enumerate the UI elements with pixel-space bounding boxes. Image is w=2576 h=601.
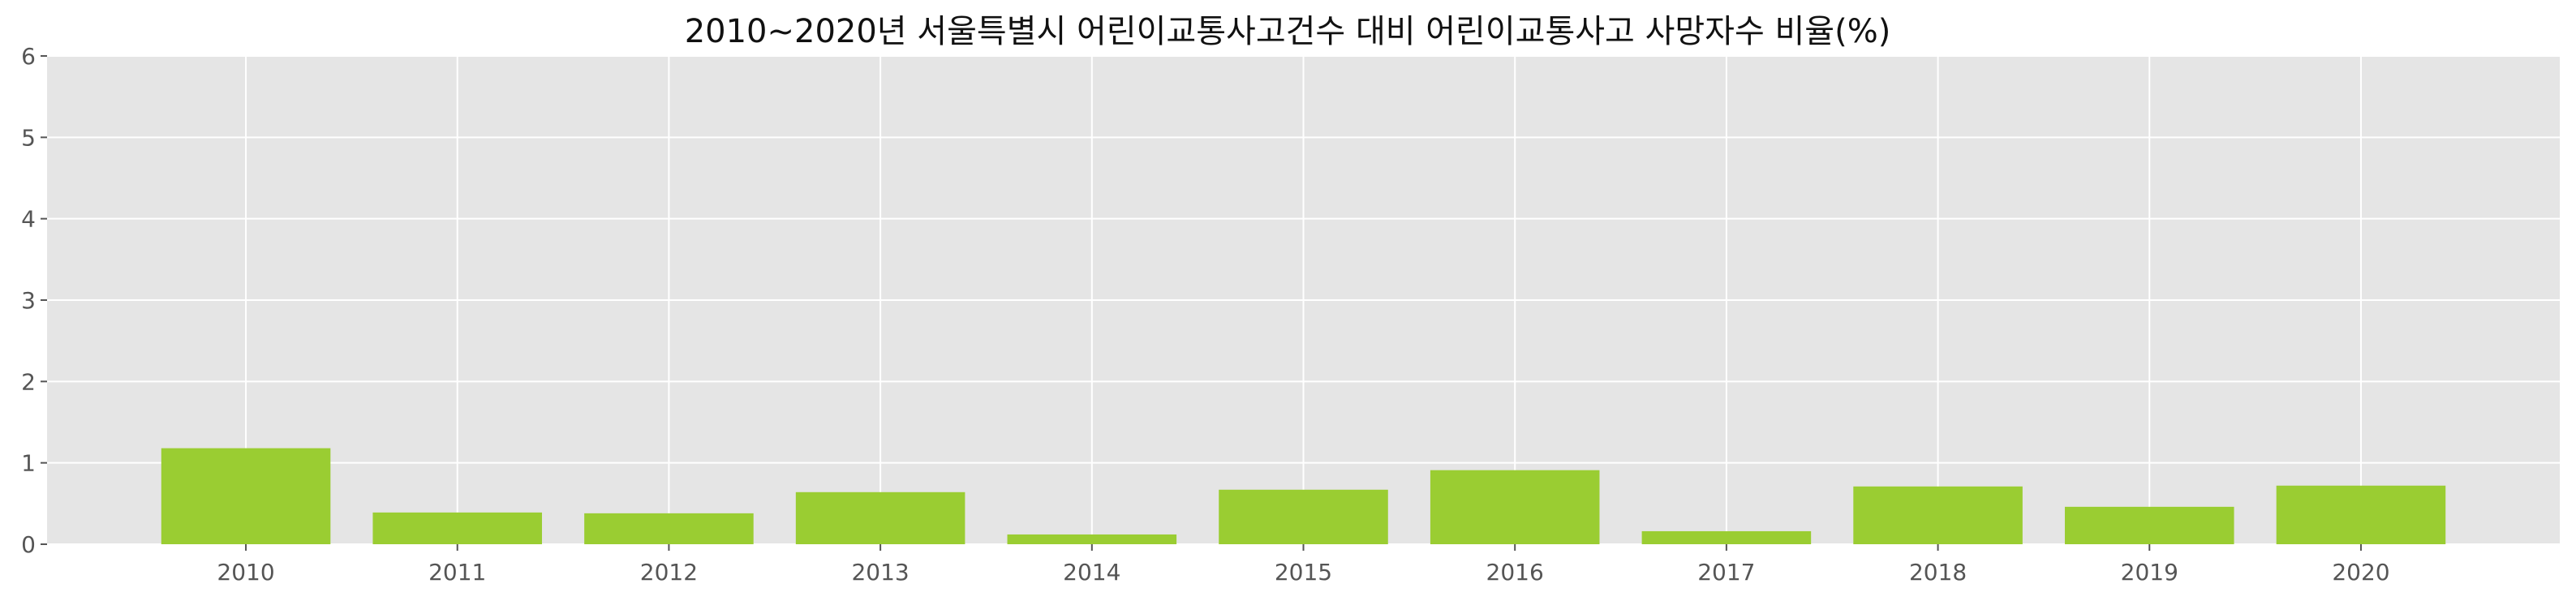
x-tick-label: 2011 [428,559,486,586]
bar-2019 [2064,506,2234,544]
bar-2017 [1641,530,1812,544]
bar-2015 [1219,489,1388,544]
y-tick-label: 3 [21,287,36,314]
x-tick-label: 2016 [1486,559,1544,586]
chart-title: 2010~2020년 서울특별시 어린이교통사고건수 대비 어린이교통사고 사망… [685,13,1891,50]
x-tick-label: 2014 [1063,559,1120,586]
x-tick-label: 2020 [2332,559,2389,586]
bar-2016 [1430,470,1600,544]
bar-2020 [2276,485,2446,544]
y-tick-label: 6 [21,43,36,70]
y-tick-label: 2 [21,368,36,395]
grid-lines [47,55,2560,545]
x-tick-label: 2012 [640,559,698,586]
bar-2011 [372,512,543,544]
y-tick-label: 0 [21,531,36,558]
bar-2018 [1853,486,2023,544]
x-tick-label: 2019 [2121,559,2178,586]
bar-2010 [161,448,331,544]
y-tick-label: 4 [21,206,36,233]
bars [161,448,2446,544]
bar-2013 [795,492,965,544]
y-tick-label: 1 [21,450,36,477]
bar-2014 [1007,534,1177,544]
x-tick-label: 2017 [1697,559,1755,586]
x-tick-label: 2013 [851,559,909,586]
x-axis-ticks: 2010 2011 2012 2013 2014 2015 2016 2017 2018 2019… [217,544,2390,586]
x-tick-label: 2018 [1909,559,1967,586]
y-tick-label: 5 [21,124,36,151]
x-tick-label: 2010 [217,559,274,586]
x-tick-label: 2015 [1275,559,1332,586]
bar-2012 [584,513,754,544]
y-axis-ticks: 0 1 2 3 4 5 6 [21,43,47,558]
